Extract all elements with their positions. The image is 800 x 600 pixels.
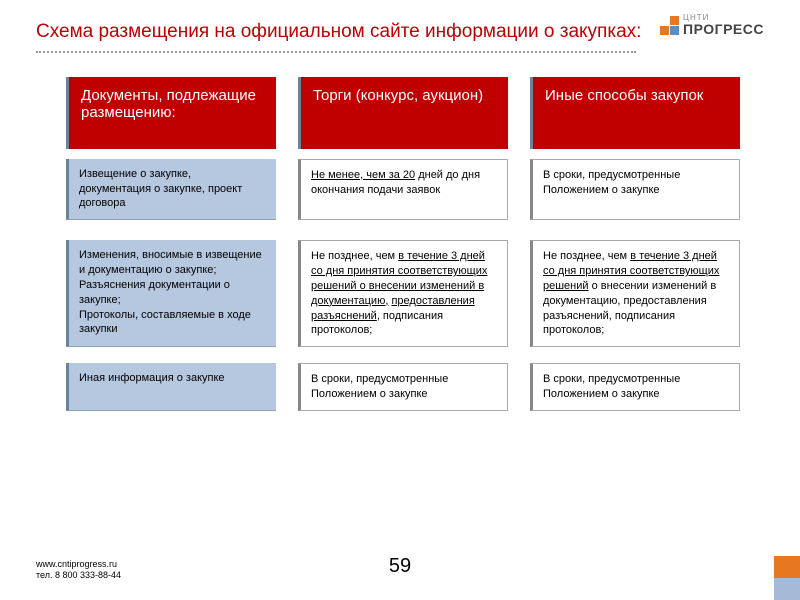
header-col3: Иные способы закупок bbox=[530, 77, 740, 149]
header-col2: Торги (конкурс, аукцион) bbox=[298, 77, 508, 149]
row2-col3-pre: Не позднее, чем bbox=[543, 250, 630, 262]
row2-col2-pre: Не позднее, чем bbox=[311, 250, 398, 262]
row3-col2: В сроки, предусмотренные Положением о за… bbox=[298, 363, 508, 411]
row2-col2: Не позднее, чем в течение 3 дней со дня … bbox=[298, 240, 508, 347]
logo-big: ПРОГРЕСС bbox=[683, 22, 764, 36]
row1-left: Извещение о закупке, документация о заку… bbox=[66, 159, 276, 221]
logo-icon bbox=[660, 16, 679, 35]
row1-col3: В сроки, предусмотренные Положением о за… bbox=[530, 159, 740, 221]
row2-col3: Не позднее, чем в течение 3 дней со дня … bbox=[530, 240, 740, 347]
divider bbox=[36, 51, 636, 53]
header-col1: Документы, подлежащие размещению: bbox=[66, 77, 276, 149]
footer-url: www.cntiprogress.ru bbox=[36, 559, 121, 571]
row3-left: Иная информация о закупке bbox=[66, 363, 276, 411]
footer-tel: тел. 8 800 333-88-44 bbox=[36, 570, 121, 582]
logo: ЦНТИ ПРОГРЕСС bbox=[660, 14, 764, 36]
row3-col3: В сроки, предусмотренные Положением о за… bbox=[530, 363, 740, 411]
row1-col2-underline: Не менее, чем за 20 bbox=[311, 169, 415, 181]
row2-left: Изменения, вносимые в извещение и докуме… bbox=[66, 240, 276, 347]
corner-decor bbox=[774, 556, 800, 600]
page-number: 59 bbox=[389, 555, 411, 578]
page-title: Схема размещения на официальном сайте ин… bbox=[36, 20, 764, 45]
row1-col2: Не менее, чем за 20 дней до дня окончани… bbox=[298, 159, 508, 221]
content-grid: Документы, подлежащие размещению: Торги … bbox=[66, 77, 764, 411]
footer: www.cntiprogress.ru тел. 8 800 333-88-44 bbox=[36, 559, 121, 582]
